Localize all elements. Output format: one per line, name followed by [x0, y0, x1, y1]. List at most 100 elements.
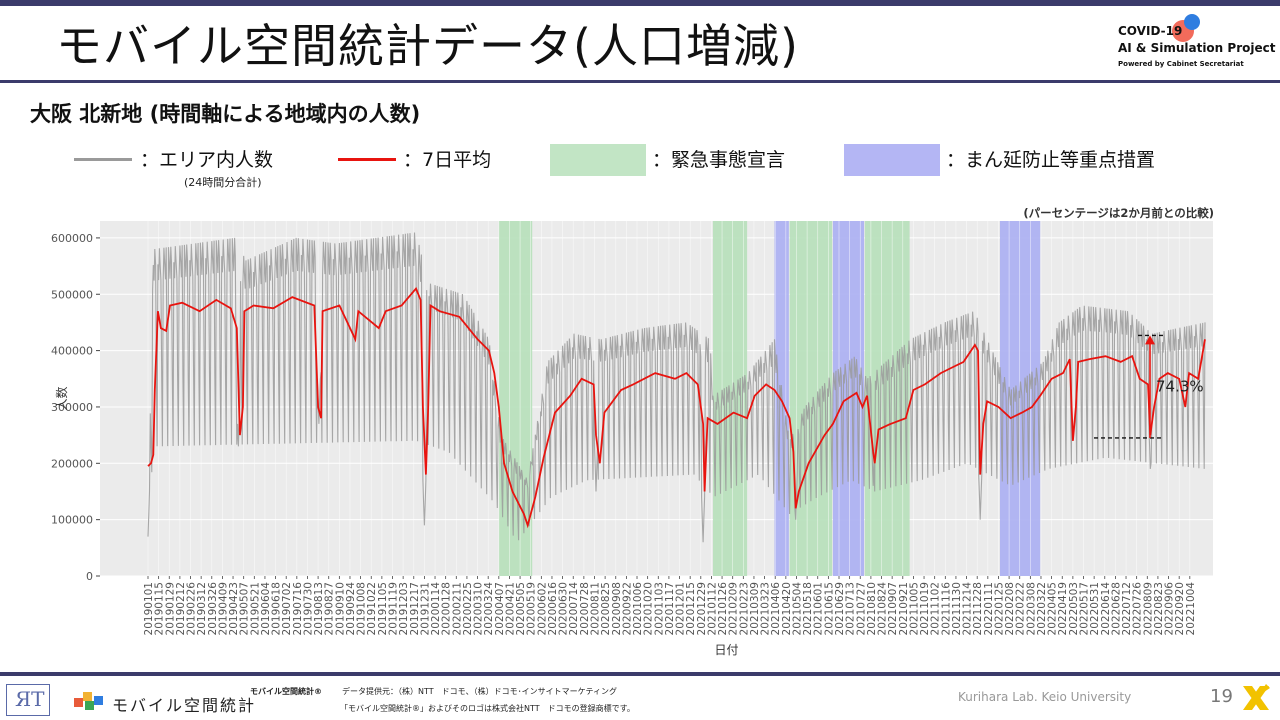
x-tick-label: 20220906: [1164, 582, 1176, 636]
x-tick-label: 20200519: [526, 582, 538, 635]
x-tick-label: 20201006: [632, 582, 644, 636]
x-tick-label: 20190827: [324, 582, 336, 635]
annotation-arrow-head-icon: [1145, 335, 1155, 345]
x-tick-label: 20200714: [568, 582, 580, 636]
x-tick-label: 20190924: [345, 582, 357, 636]
x-tick-label: 20190716: [292, 582, 304, 636]
x-tick-label: 20190604: [260, 582, 272, 636]
y-tick-label: 400000: [51, 345, 93, 358]
x-tick-label: 20220920: [1174, 582, 1186, 635]
legend-emergency-label: ：緊急事態宣言: [652, 149, 786, 171]
x-tick-label: 20190423: [228, 582, 240, 635]
x-tick-label: 20210126: [717, 582, 729, 636]
x-tick-label: 20191203: [398, 582, 410, 635]
x-tick-label: 20210615: [823, 582, 835, 635]
y-tick-label: 0: [86, 570, 93, 583]
logo-blue-dot-icon: [1184, 14, 1200, 30]
x-tick-label: 20210209: [728, 582, 740, 635]
mobile-brand-mark: モバイル空間統計®: [250, 687, 322, 696]
x-tick-label: 20210601: [813, 582, 825, 635]
x-tick-label: 20190226: [186, 582, 198, 636]
series-7day-average-line: [147, 286, 1206, 529]
x-tick-label: 20200324: [483, 582, 495, 636]
legend-priority-label: ：まん延防止等重点措置: [946, 149, 1156, 171]
x-tick-label: 20200310: [473, 582, 485, 635]
chart-area: 0 100000 200000 300000 400000 500000 600000 201…: [0, 200, 1280, 670]
legend-raw-swatch: [74, 158, 132, 161]
x-tick-label: 20200407: [494, 582, 506, 635]
x-tick-label: 20200811: [589, 582, 601, 635]
x-tick-label: 20210810: [866, 582, 878, 635]
x-tick-label: 20190730: [302, 582, 314, 635]
x-tick-label: 20190813: [313, 582, 325, 635]
x-tick-label: 20190115: [154, 582, 166, 635]
lab-credit: Kurihara Lab. Keio University: [958, 690, 1132, 704]
x-tick-label: 20200825: [600, 582, 612, 635]
x-tick-label: 20191231: [419, 582, 431, 635]
x-logo-icon: [1243, 684, 1270, 710]
x-tick-label: 20220517: [1079, 582, 1091, 635]
x-tick-label: 20200616: [547, 582, 559, 636]
x-tick-label: 20210406: [770, 582, 782, 636]
x-tick-label: 20211130: [951, 582, 963, 635]
x-tick-label: 20210713: [845, 582, 857, 635]
x-tick-label: 20210504: [791, 582, 803, 636]
x-tick-label: 20191022: [366, 582, 378, 635]
x-tick-label: 20220823: [1153, 582, 1165, 635]
logo-line-1: COVID-19: [1118, 24, 1183, 38]
legend-avg-label: ：7日平均: [403, 149, 492, 171]
x-tick-label: 20200421: [504, 582, 516, 635]
x-tick-label: 20190101: [143, 582, 155, 635]
x-tick-label: 20190326: [207, 582, 219, 636]
x-tick-label: 20190129: [164, 582, 176, 635]
x-tick-label: 20220531: [1089, 582, 1101, 635]
x-tick-label: 20211005: [908, 582, 920, 635]
x-tick-label: 20200128: [441, 582, 453, 635]
x-tick-label: 20220503: [1068, 582, 1080, 635]
x-tick-label: 20200114: [430, 582, 442, 636]
x-tick-label: 20190521: [249, 582, 261, 635]
population-chart: 0 100000 200000 300000 400000 500000 600000 201…: [51, 206, 1214, 657]
cube-logo-icon: [74, 692, 103, 710]
data-source: データ提供元：（株）NTT ドコモ、（株）ドコモ･インサイトマーケティング: [342, 687, 617, 696]
legend-emergency-swatch: [550, 144, 646, 176]
y-axis-title: 人数: [54, 386, 69, 410]
x-tick-label: 20221004: [1185, 582, 1197, 636]
x-tick-label: 20210112: [706, 582, 718, 635]
priority-band: [999, 221, 1041, 576]
x-tick-label: 20201117: [664, 582, 676, 635]
y-tick-label: 100000: [51, 514, 93, 527]
logo-line-3: Powered by Cabinet Secretariat: [1118, 60, 1244, 68]
x-tick-label: 20220419: [1057, 582, 1069, 635]
x-tick-label: 20220712: [1121, 582, 1133, 635]
x-tick-label: 20201215: [685, 582, 697, 635]
x-tick-label: 20210727: [855, 582, 867, 635]
title-rule: [0, 80, 1280, 83]
y-tick-label: 600000: [51, 232, 93, 245]
x-tick-label: 20191119: [388, 582, 400, 635]
x-tick-label: 20210223: [738, 582, 750, 635]
x-tick-label: 20211116: [940, 582, 952, 636]
x-tick-label: 20201103: [653, 582, 665, 635]
x-tick-label: 20200630: [558, 582, 570, 635]
x-tick-label: 20191008: [356, 582, 368, 635]
x-tick-label: 20220614: [1100, 582, 1112, 636]
page-title: モバイル空間統計データ(人口増減): [56, 19, 799, 73]
x-tick-label: 20211228: [972, 582, 984, 635]
x-tick-label: 20201229: [696, 582, 708, 635]
x-tick-label: 20201020: [643, 582, 655, 635]
x-tick-label: 20220308: [1025, 582, 1037, 635]
x-tick-label: 20190507: [239, 582, 251, 635]
x-tick-label: 20200602: [536, 582, 548, 635]
top-rule: [0, 0, 1280, 6]
x-tick-label: 20200908: [611, 582, 623, 635]
x-tick-label: 20220111: [983, 582, 995, 635]
x-tick-label: 20190212: [175, 582, 187, 635]
x-tick-label: 20190910: [334, 582, 346, 635]
x-tick-label: 20200922: [621, 582, 633, 635]
x-tick-label: 20220628: [1110, 582, 1122, 635]
y-tick-label: 500000: [51, 288, 93, 301]
x-axis-title: 日付: [714, 643, 738, 657]
logo-line-2: AI & Simulation Project: [1118, 41, 1276, 55]
bottom-rule: [0, 672, 1280, 676]
